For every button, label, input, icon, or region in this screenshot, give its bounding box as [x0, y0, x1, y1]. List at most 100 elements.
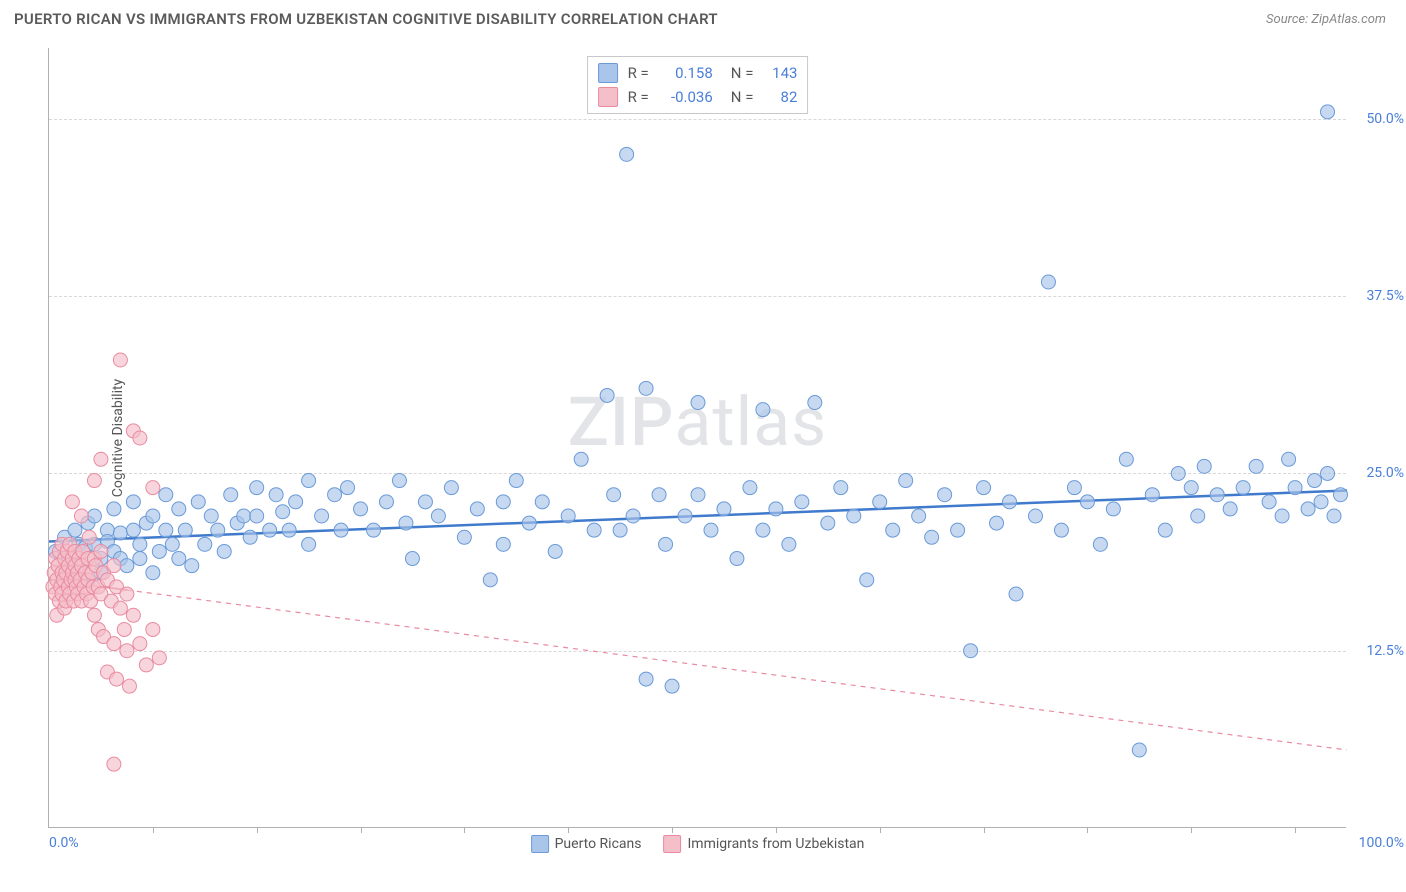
y-axis-tick-label: 25.0% [1366, 465, 1404, 481]
data-point [522, 516, 536, 530]
data-point [769, 502, 783, 516]
data-point [217, 544, 231, 558]
data-point [191, 495, 205, 509]
data-point [113, 353, 127, 367]
data-point [639, 381, 653, 395]
data-point [821, 516, 835, 530]
data-point [587, 523, 601, 537]
data-point [1158, 523, 1172, 537]
data-point [1321, 466, 1335, 480]
data-point [68, 523, 82, 537]
data-point [457, 530, 471, 544]
data-point [860, 573, 874, 587]
data-point [1327, 509, 1341, 523]
data-point [133, 637, 147, 651]
data-point [964, 644, 978, 658]
trend-line-dashed [127, 590, 1347, 750]
data-point [122, 679, 136, 693]
data-point [117, 622, 131, 636]
data-point [94, 544, 108, 558]
data-point [109, 672, 123, 686]
data-point [126, 523, 140, 537]
data-point [204, 509, 218, 523]
data-point [1009, 587, 1023, 601]
n-label: N = [731, 88, 754, 106]
x-tick-mark [464, 827, 465, 833]
data-point [113, 526, 127, 540]
data-point [302, 537, 316, 551]
data-point [1093, 537, 1107, 551]
data-point [172, 552, 186, 566]
data-point [620, 147, 634, 161]
r-label: R = [628, 64, 649, 82]
data-point [1171, 466, 1185, 480]
data-point [470, 502, 484, 516]
x-tick-mark [984, 827, 985, 833]
data-point [899, 474, 913, 488]
data-point [1308, 474, 1322, 488]
x-tick-mark [776, 827, 777, 833]
scatter-plot-svg [49, 48, 1346, 827]
data-point [561, 509, 575, 523]
x-tick-mark [1191, 827, 1192, 833]
n-label: N = [731, 64, 754, 82]
y-axis-tick-label: 37.5% [1366, 288, 1404, 304]
data-point [1054, 523, 1068, 537]
data-point [1334, 488, 1348, 502]
r-value: 0.158 [659, 64, 713, 82]
data-point [691, 396, 705, 410]
legend-series-label: Immigrants from Uzbekistan [688, 836, 865, 852]
data-point [250, 481, 264, 495]
data-point [1197, 459, 1211, 473]
data-point [1288, 481, 1302, 495]
data-point [912, 509, 926, 523]
data-point [535, 495, 549, 509]
data-point [120, 587, 134, 601]
data-point [120, 644, 134, 658]
data-point [756, 523, 770, 537]
data-point [126, 495, 140, 509]
data-point [405, 552, 419, 566]
data-point [665, 679, 679, 693]
legend-swatch [598, 63, 618, 83]
x-tick-mark [153, 827, 154, 833]
legend-series-item: Immigrants from Uzbekistan [664, 835, 865, 853]
data-point [392, 474, 406, 488]
data-point [1003, 495, 1017, 509]
data-point [496, 495, 510, 509]
data-point [496, 537, 510, 551]
data-point [1210, 488, 1224, 502]
legend-series-item: Puerto Ricans [531, 835, 642, 853]
data-point [847, 509, 861, 523]
x-axis-min-label: 0.0% [49, 835, 79, 851]
data-point [341, 481, 355, 495]
data-point [444, 481, 458, 495]
data-point [834, 481, 848, 495]
legend-swatch [531, 835, 549, 853]
data-point [1119, 452, 1133, 466]
data-point [1321, 105, 1335, 119]
data-point [87, 509, 101, 523]
data-point [354, 502, 368, 516]
data-point [873, 495, 887, 509]
data-point [107, 559, 121, 573]
header-bar: PUERTO RICAN VS IMMIGRANTS FROM UZBEKIST… [0, 0, 1406, 34]
data-point [399, 516, 413, 530]
data-point [1041, 275, 1055, 289]
data-point [1028, 509, 1042, 523]
data-point [795, 495, 809, 509]
data-point [1236, 481, 1250, 495]
data-point [509, 474, 523, 488]
data-point [379, 495, 393, 509]
data-point [159, 488, 173, 502]
data-point [198, 537, 212, 551]
data-point [1301, 502, 1315, 516]
data-point [951, 523, 965, 537]
data-point [431, 509, 445, 523]
data-point [211, 523, 225, 537]
correlation-legend: R =0.158N =143R =-0.036N =82 [587, 56, 809, 114]
data-point [113, 601, 127, 615]
data-point [730, 552, 744, 566]
data-point [1067, 481, 1081, 495]
data-point [152, 651, 166, 665]
